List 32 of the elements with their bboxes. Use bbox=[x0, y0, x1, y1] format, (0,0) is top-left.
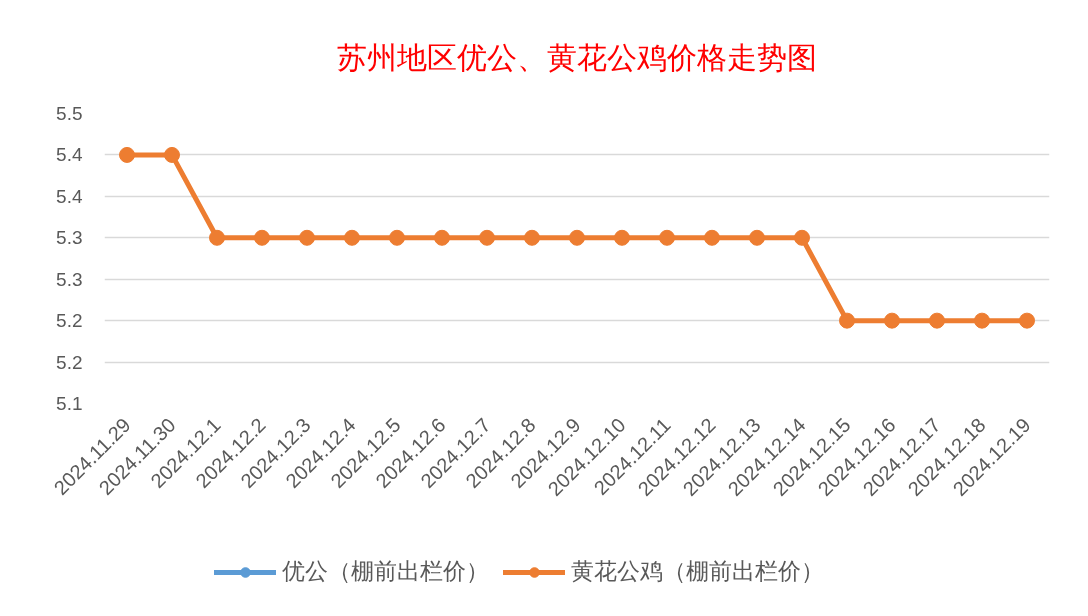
y-tick-label: 5.2 bbox=[56, 310, 83, 332]
point bbox=[434, 229, 450, 246]
point bbox=[254, 229, 270, 246]
point bbox=[839, 312, 855, 329]
point bbox=[1019, 312, 1035, 329]
point bbox=[749, 229, 765, 246]
point bbox=[929, 312, 945, 329]
point bbox=[524, 229, 540, 246]
legend-label: 优公（棚前出栏价） bbox=[282, 557, 489, 586]
point bbox=[164, 146, 180, 163]
y-tick-label: 5.1 bbox=[56, 393, 83, 414]
y-tick-label: 5.2 bbox=[56, 351, 83, 373]
point bbox=[209, 229, 225, 246]
point bbox=[299, 229, 315, 246]
chart-title: 苏州地区优公、黄花公鸡价格走势图 bbox=[337, 39, 817, 75]
y-tick-label: 5.3 bbox=[56, 227, 83, 249]
y-tick-label: 5.4 bbox=[56, 144, 83, 166]
point bbox=[344, 229, 360, 246]
point bbox=[974, 312, 990, 329]
legend-label: 黄花公鸡（棚前出栏价） bbox=[571, 557, 824, 586]
point bbox=[659, 229, 675, 246]
point bbox=[389, 229, 405, 246]
point bbox=[794, 229, 810, 246]
y-tick-label: 5.4 bbox=[56, 185, 83, 207]
y-tick-label: 5.5 bbox=[56, 103, 83, 124]
point bbox=[569, 229, 585, 246]
y-tick-label: 5.3 bbox=[56, 268, 83, 290]
point bbox=[479, 229, 495, 246]
point bbox=[884, 312, 900, 329]
point bbox=[119, 146, 135, 163]
point bbox=[704, 229, 720, 246]
point bbox=[614, 229, 630, 246]
